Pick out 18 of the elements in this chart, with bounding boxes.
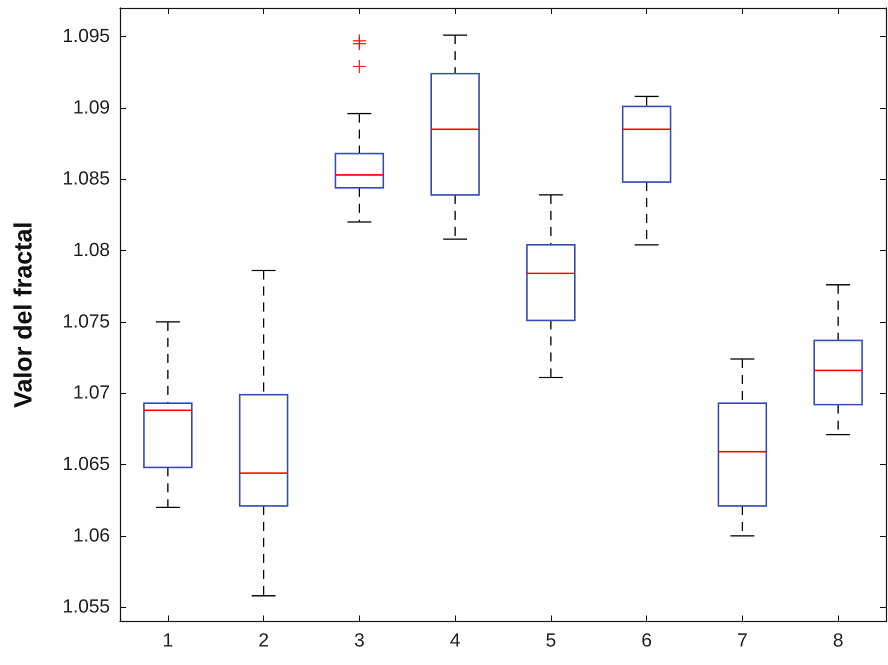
x-tick-label: 1: [162, 630, 174, 652]
x-tick-label: 6: [641, 630, 652, 652]
y-tick-label: 1.075: [62, 311, 110, 332]
x-tick-label: 5: [546, 630, 556, 652]
x-tick-label: 2: [258, 630, 269, 652]
y-tick-label: 1.08: [73, 240, 110, 262]
y-tick-label: 1.07: [73, 382, 110, 404]
x-tick-label: 4: [450, 630, 461, 652]
y-axis-title: Valor del fractal: [10, 222, 38, 408]
y-tick-label: 1.095: [62, 26, 110, 48]
y-tick-label: 1.055: [62, 596, 110, 618]
x-tick-label: 8: [832, 630, 844, 652]
x-tick-label: 3: [354, 630, 365, 652]
y-tick-label: 1.06: [73, 525, 110, 546]
y-tick-label: 1.09: [73, 97, 110, 118]
x-tick-label: 7: [737, 630, 748, 652]
y-tick-label: 1.065: [62, 454, 110, 476]
y-tick-label: 1.085: [62, 168, 110, 190]
